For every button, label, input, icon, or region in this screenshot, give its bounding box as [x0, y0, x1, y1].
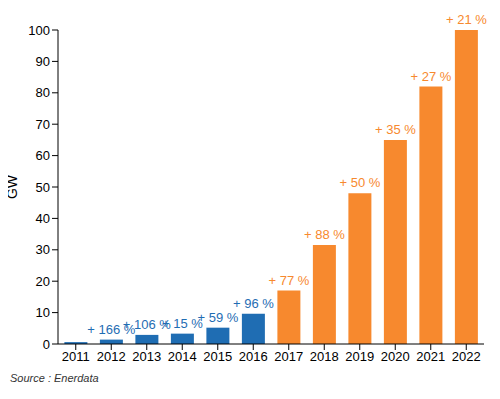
svg-text:70: 70	[36, 117, 50, 132]
svg-text:GW: GW	[8, 174, 20, 199]
svg-text:2019: 2019	[345, 349, 374, 364]
svg-text:90: 90	[36, 54, 50, 69]
svg-text:+ 35 %: + 35 %	[375, 122, 416, 137]
svg-text:+ 106 %: + 106 %	[122, 316, 171, 332]
svg-text:2015: 2015	[203, 349, 232, 364]
svg-text:100: 100	[28, 23, 50, 38]
svg-text:+ 77 %: + 77 %	[268, 273, 309, 288]
svg-text:2016: 2016	[239, 349, 268, 364]
svg-text:50: 50	[36, 180, 50, 195]
svg-text:30: 30	[36, 242, 50, 257]
svg-text:20: 20	[36, 274, 50, 289]
svg-text:2017: 2017	[274, 349, 303, 364]
svg-text:0: 0	[43, 337, 50, 352]
svg-text:+ 27 %: + 27 %	[410, 69, 451, 84]
svg-text:2012: 2012	[97, 349, 126, 364]
svg-text:2021: 2021	[416, 349, 445, 364]
svg-text:+ 50 %: + 50 %	[339, 175, 380, 190]
svg-text:+ 166 %: + 166 %	[87, 321, 136, 337]
svg-text:2018: 2018	[310, 349, 339, 364]
svg-text:+ 59 %: + 59 %	[197, 310, 238, 325]
html-text:Source : Enerdata: Source : Enerdata	[10, 372, 99, 384]
svg-text:+ 15 %: + 15 %	[162, 315, 203, 331]
svg-text:+ 88 %: + 88 %	[304, 227, 345, 242]
svg-text:2020: 2020	[381, 349, 410, 364]
svg-text:2014: 2014	[168, 349, 197, 364]
svg-text:40: 40	[36, 211, 50, 226]
svg-text:+ 21 %: + 21 %	[446, 12, 487, 27]
svg-text:10: 10	[36, 305, 50, 320]
svg-text:2011: 2011	[62, 349, 90, 364]
svg-text:+ 96 %: + 96 %	[233, 296, 274, 311]
svg-text:2022: 2022	[452, 349, 481, 364]
svg-text:60: 60	[36, 148, 50, 163]
svg-text:2013: 2013	[132, 349, 161, 364]
svg-text:80: 80	[36, 85, 50, 100]
